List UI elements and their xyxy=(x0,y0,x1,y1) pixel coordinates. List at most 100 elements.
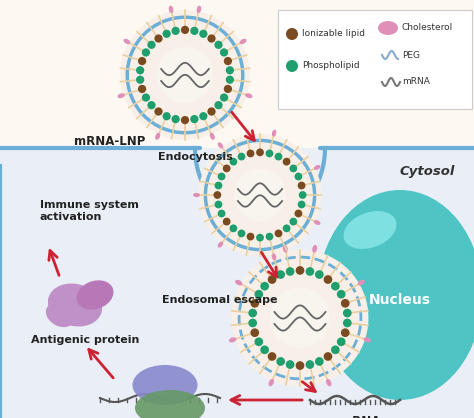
Circle shape xyxy=(229,224,237,232)
Circle shape xyxy=(136,76,144,84)
Circle shape xyxy=(331,345,340,354)
Text: PEG: PEG xyxy=(402,51,420,59)
Ellipse shape xyxy=(272,130,276,137)
Circle shape xyxy=(250,329,259,337)
Circle shape xyxy=(214,101,223,109)
Circle shape xyxy=(163,30,171,38)
Ellipse shape xyxy=(48,283,102,326)
Circle shape xyxy=(337,337,346,346)
Circle shape xyxy=(223,165,230,172)
Ellipse shape xyxy=(314,220,320,225)
Circle shape xyxy=(286,60,298,72)
Circle shape xyxy=(315,357,324,366)
Circle shape xyxy=(172,115,180,123)
Circle shape xyxy=(324,275,332,284)
Circle shape xyxy=(337,290,346,298)
Ellipse shape xyxy=(240,39,246,44)
Text: Nucleus: Nucleus xyxy=(369,293,431,307)
Circle shape xyxy=(248,308,257,317)
Circle shape xyxy=(324,352,332,361)
Circle shape xyxy=(147,101,155,109)
Circle shape xyxy=(260,345,269,354)
Circle shape xyxy=(286,28,298,40)
Text: Endosomal escape: Endosomal escape xyxy=(162,295,278,305)
Circle shape xyxy=(268,275,276,284)
Circle shape xyxy=(199,112,208,120)
Circle shape xyxy=(181,26,189,34)
Circle shape xyxy=(157,47,213,103)
Ellipse shape xyxy=(124,39,130,44)
Text: Cytosol: Cytosol xyxy=(400,165,455,178)
Circle shape xyxy=(237,229,246,237)
Circle shape xyxy=(248,319,257,327)
Circle shape xyxy=(234,169,286,221)
Ellipse shape xyxy=(283,245,288,252)
Ellipse shape xyxy=(358,280,365,285)
Text: Endocytosis: Endocytosis xyxy=(158,152,232,162)
Circle shape xyxy=(255,290,263,298)
Circle shape xyxy=(331,282,340,291)
Circle shape xyxy=(286,360,294,369)
Circle shape xyxy=(265,150,273,157)
Circle shape xyxy=(268,352,276,361)
Text: Phospholipid: Phospholipid xyxy=(302,61,360,71)
Circle shape xyxy=(270,288,330,348)
Ellipse shape xyxy=(312,245,317,252)
FancyBboxPatch shape xyxy=(278,10,472,109)
Circle shape xyxy=(138,85,146,93)
Circle shape xyxy=(294,173,302,181)
Circle shape xyxy=(294,209,302,217)
Circle shape xyxy=(343,308,352,317)
Text: Ionizable lipid: Ionizable lipid xyxy=(302,30,365,38)
Bar xyxy=(0,0,474,148)
Circle shape xyxy=(215,181,222,189)
Circle shape xyxy=(283,224,291,232)
Circle shape xyxy=(298,181,305,189)
Ellipse shape xyxy=(193,193,200,197)
Ellipse shape xyxy=(169,6,173,13)
Circle shape xyxy=(246,233,255,240)
Circle shape xyxy=(299,191,307,199)
Circle shape xyxy=(296,266,304,275)
Ellipse shape xyxy=(229,337,237,342)
Circle shape xyxy=(220,94,228,102)
Circle shape xyxy=(208,107,216,116)
Text: Antigenic protein: Antigenic protein xyxy=(31,335,139,345)
Circle shape xyxy=(163,112,171,120)
Ellipse shape xyxy=(318,190,474,400)
Circle shape xyxy=(190,27,199,35)
Circle shape xyxy=(223,218,230,225)
Circle shape xyxy=(224,85,232,93)
Circle shape xyxy=(226,76,234,84)
Ellipse shape xyxy=(314,165,320,170)
Circle shape xyxy=(208,34,216,43)
Circle shape xyxy=(136,66,144,74)
Circle shape xyxy=(226,66,234,74)
Circle shape xyxy=(255,337,263,346)
Ellipse shape xyxy=(272,253,276,260)
Circle shape xyxy=(224,57,232,65)
Circle shape xyxy=(343,319,352,327)
Circle shape xyxy=(296,361,304,370)
Ellipse shape xyxy=(245,93,253,98)
Ellipse shape xyxy=(326,379,331,386)
Circle shape xyxy=(256,148,264,156)
Circle shape xyxy=(286,267,294,276)
Circle shape xyxy=(155,107,163,116)
Circle shape xyxy=(315,270,324,279)
Circle shape xyxy=(142,94,150,102)
Circle shape xyxy=(220,48,228,56)
Circle shape xyxy=(290,165,297,172)
Circle shape xyxy=(199,134,321,256)
Circle shape xyxy=(138,57,146,65)
Text: Immune system
activation: Immune system activation xyxy=(40,200,139,222)
Ellipse shape xyxy=(364,337,371,342)
Circle shape xyxy=(181,116,189,124)
Circle shape xyxy=(260,282,269,291)
Circle shape xyxy=(229,158,237,166)
Text: mRNA: mRNA xyxy=(402,77,430,87)
Ellipse shape xyxy=(135,390,205,418)
Circle shape xyxy=(218,173,226,181)
Text: mRNA: mRNA xyxy=(340,415,380,418)
Ellipse shape xyxy=(46,303,74,327)
